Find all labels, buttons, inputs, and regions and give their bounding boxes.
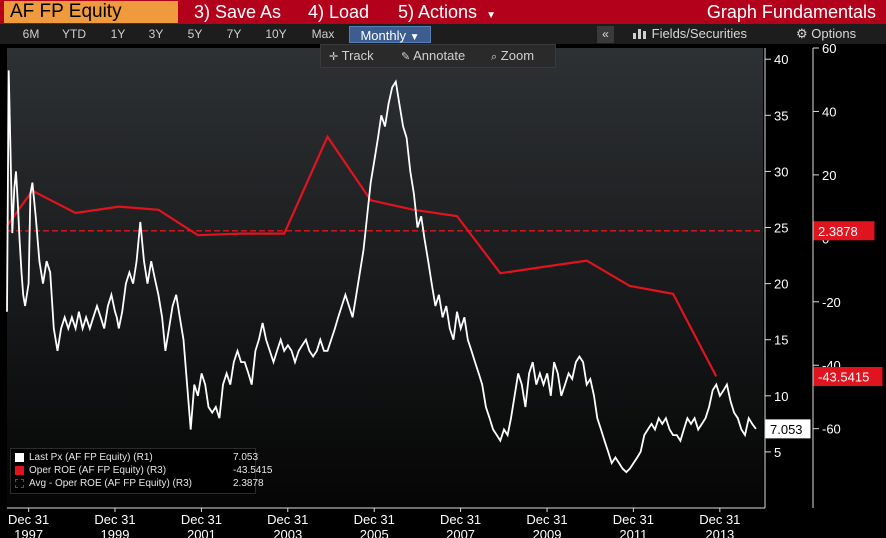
actions-label: 5) Actions bbox=[398, 2, 478, 22]
axis-r1-tick-label: 5 bbox=[774, 445, 781, 460]
frequency-label: Monthly bbox=[360, 28, 406, 43]
legend-value: 7.053 bbox=[233, 452, 259, 463]
current-value-tag-text: -43.5415 bbox=[818, 369, 869, 384]
current-value-tag-box bbox=[813, 221, 875, 241]
fields-securities-button[interactable]: Fields/Securities bbox=[632, 24, 747, 44]
period-toolbar: 6M YTD 1Y 3Y 5Y 7Y 10Y Max bbox=[0, 24, 886, 44]
period-5y[interactable]: 5Y bbox=[187, 27, 203, 41]
pencil-icon: ✎ bbox=[401, 51, 411, 63]
period-6m[interactable]: 6M bbox=[22, 27, 40, 41]
track-label: Track bbox=[341, 48, 374, 63]
options-button[interactable]: ⚙ Options bbox=[796, 24, 856, 44]
axis-r1-tick-label: 35 bbox=[774, 108, 788, 123]
chart-bars-icon bbox=[633, 29, 646, 39]
period-3y[interactable]: 3Y bbox=[148, 27, 164, 41]
x-axis-tick-label: 1999 bbox=[101, 527, 130, 538]
x-axis-tick-label: 1997 bbox=[14, 527, 43, 538]
actions-menu[interactable]: 5) Actions ▼ bbox=[398, 0, 496, 24]
axis-r3-tick-label: 40 bbox=[822, 104, 836, 119]
axis-r1-tick-label: 40 bbox=[774, 52, 788, 67]
period-max[interactable]: Max bbox=[311, 27, 335, 41]
x-axis-tick-label: Dec 31 bbox=[440, 512, 481, 527]
zoom-tool[interactable]: ⌕ Zoom bbox=[491, 45, 534, 67]
legend-swatch-white bbox=[15, 453, 24, 462]
period-1y[interactable]: 1Y bbox=[110, 27, 126, 41]
x-axis-tick-label: 2007 bbox=[446, 527, 475, 538]
axis-r1-tick-label: 10 bbox=[774, 389, 788, 404]
zoom-label: Zoom bbox=[500, 48, 535, 63]
x-axis-tick-label: 2011 bbox=[619, 527, 647, 538]
legend-item-last-px: Last Px (AF FP Equity) (R1) 7.053 bbox=[15, 451, 258, 464]
period-10y[interactable]: 10Y bbox=[265, 27, 287, 41]
axis-r1-tick-label: 20 bbox=[774, 277, 788, 292]
axis-r1-tick-label: 30 bbox=[774, 164, 788, 179]
save-as-button[interactable]: 3) Save As bbox=[194, 2, 282, 22]
title-bar: AF FP Equity 3) Save As 4) Load 5) Actio… bbox=[0, 0, 886, 24]
ticker-field[interactable]: AF FP Equity bbox=[4, 1, 178, 23]
axis-r3-tick-label: 20 bbox=[822, 168, 836, 183]
axis-r1-ticks: 5 10 15 20 25 30 35 40 bbox=[765, 52, 788, 460]
magnifier-icon: ⌕ bbox=[491, 51, 498, 63]
legend-label: Avg - Oper ROE (AF FP Equity) (R3) bbox=[29, 478, 193, 489]
x-axis-tick-label: Dec 31 bbox=[526, 512, 567, 527]
legend-label: Last Px (AF FP Equity) (R1) bbox=[29, 452, 153, 463]
series-last-px-line bbox=[6, 70, 757, 474]
x-axis-tick-label: Dec 31 bbox=[8, 512, 49, 527]
x-axis-tick-label: Dec 31 bbox=[354, 512, 395, 527]
plot-background bbox=[7, 48, 763, 508]
collapse-button[interactable]: « bbox=[597, 26, 614, 43]
period-7y[interactable]: 7Y bbox=[226, 27, 242, 41]
crosshair-icon: ✛ bbox=[329, 51, 339, 63]
options-label: Options bbox=[811, 26, 857, 41]
legend-item-oper-roe: Oper ROE (AF FP Equity) (R3) -43.5415 bbox=[15, 464, 272, 477]
window-title: Graph Fundamentals bbox=[706, 2, 876, 22]
load-button[interactable]: 4) Load bbox=[308, 2, 370, 22]
track-tool[interactable]: ✛ Track bbox=[329, 45, 374, 67]
x-axis-tick-label: Dec 31 bbox=[181, 512, 222, 527]
x-axis-tick-label: 2009 bbox=[533, 527, 562, 538]
series-oper-roe-line bbox=[6, 134, 718, 378]
chart-tools-bar: ✛ Track ✎ Annotate ⌕ Zoom bbox=[320, 44, 556, 68]
current-value-tag-box bbox=[765, 419, 811, 439]
period-ytd[interactable]: YTD bbox=[62, 27, 86, 41]
axis-r3-tick-label: 60 bbox=[822, 44, 836, 56]
frequency-dropdown[interactable]: Monthly ▼ bbox=[349, 26, 431, 43]
x-axis-tick-label: Dec 31 bbox=[699, 512, 740, 527]
caret-down-icon: ▼ bbox=[486, 10, 496, 21]
axis-r1-tick-label: 15 bbox=[774, 333, 788, 348]
annotate-label: Annotate bbox=[413, 48, 466, 63]
legend-swatch-dashed bbox=[15, 479, 24, 488]
axis-r1-tick-label: 25 bbox=[774, 221, 788, 236]
current-value-tags: 7.053 2.3878 -43.5415 bbox=[765, 221, 883, 439]
x-axis-tick-label: Dec 31 bbox=[267, 512, 308, 527]
current-value-tag-text: 2.3878 bbox=[818, 224, 858, 239]
legend-swatch-red bbox=[15, 466, 24, 475]
fields-securities-label: Fields/Securities bbox=[651, 26, 747, 41]
x-axis-tick-label: Dec 31 bbox=[613, 512, 654, 527]
current-value-tag-text: 7.053 bbox=[770, 422, 803, 437]
axis-r3-ticks: -60-40-200204060 bbox=[813, 44, 841, 437]
gear-icon: ⚙ bbox=[796, 26, 808, 41]
legend-value: 2.3878 bbox=[233, 478, 264, 489]
annotate-tool[interactable]: ✎ Annotate bbox=[401, 45, 465, 67]
legend-item-avg-roe: Avg - Oper ROE (AF FP Equity) (R3) 2.387… bbox=[15, 477, 264, 490]
legend-value: -43.5415 bbox=[233, 465, 273, 476]
axis-r3-tick-label: -60 bbox=[822, 422, 841, 437]
x-axis-tick-label: 2013 bbox=[705, 527, 734, 538]
current-value-tag-box bbox=[813, 366, 883, 386]
x-axis-tick-label: Dec 31 bbox=[94, 512, 135, 527]
axis-r3-tick-label: -20 bbox=[822, 295, 841, 310]
legend-label: Oper ROE (AF FP Equity) (R3) bbox=[29, 465, 167, 476]
x-axis-tick-label: 2001 bbox=[187, 527, 216, 538]
legend: Last Px (AF FP Equity) (R1) 7.053 Oper R… bbox=[10, 448, 272, 494]
x-axis-tick-label: 2005 bbox=[360, 527, 389, 538]
x-axis-tick-label: 2003 bbox=[273, 527, 302, 538]
caret-down-icon: ▼ bbox=[409, 32, 420, 43]
